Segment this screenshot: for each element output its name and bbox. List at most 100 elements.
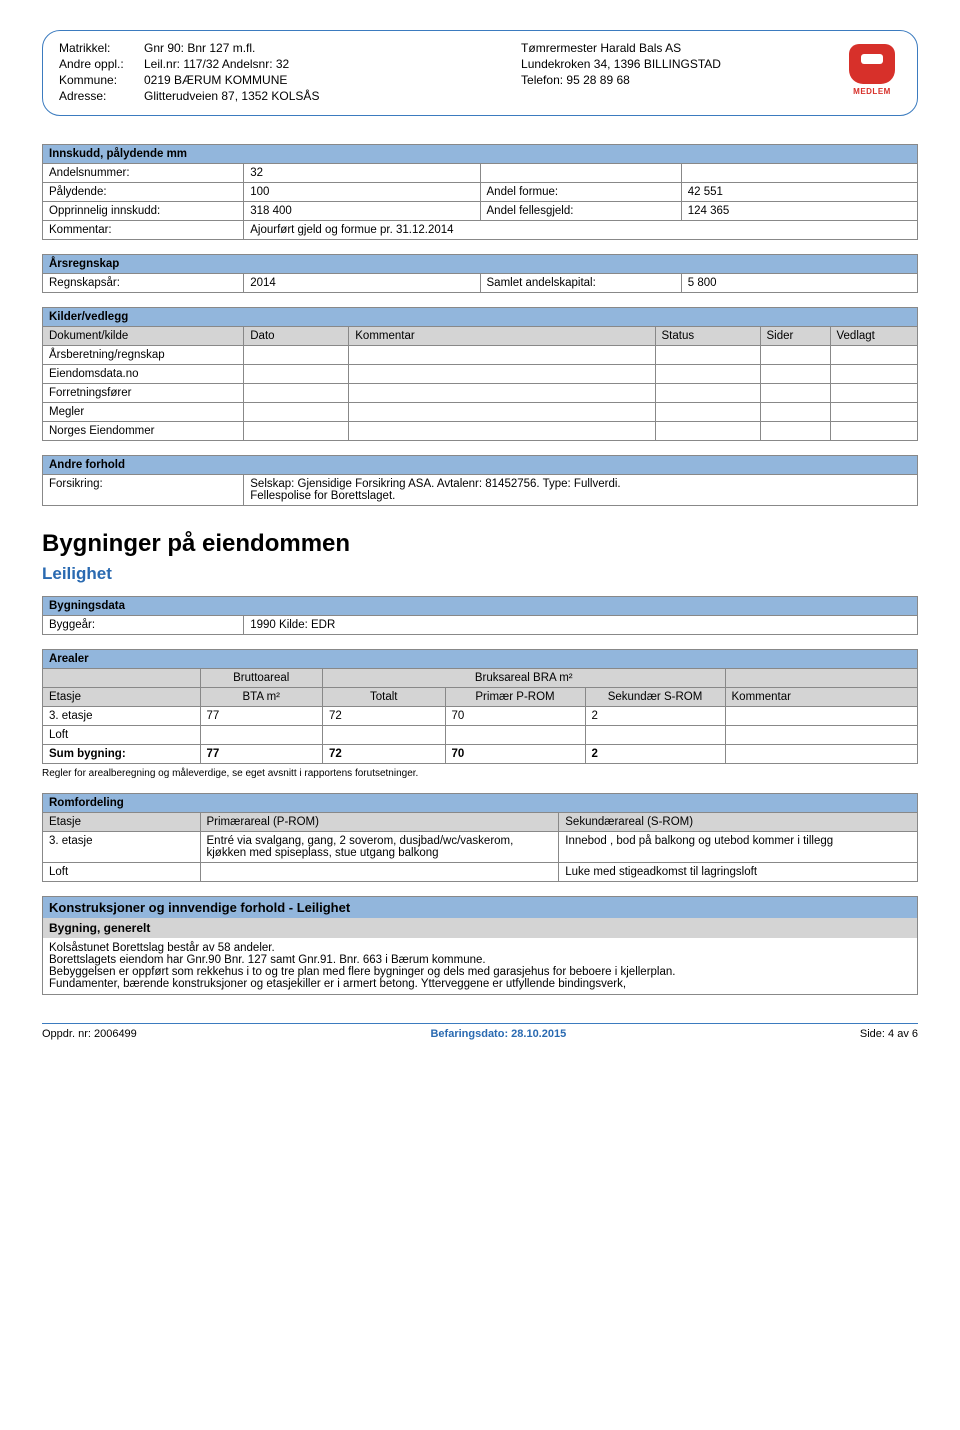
cell [725,745,918,764]
romfordeling-table: Romfordeling Etasje Primærareal (P-ROM) … [42,793,918,882]
cell: Samlet andelskapital: [480,274,681,293]
cell [585,726,725,745]
cell: 3. etasje [43,707,201,726]
col-header: Sekundær S-ROM [585,688,725,707]
sub-heading: Leilighet [42,564,918,584]
section-title: Arealer [43,650,918,669]
arealer-note: Regler for arealberegning og måleverdige… [42,768,918,779]
kilder-table: Kilder/vedlegg Dokument/kilde Dato Komme… [42,307,918,441]
col-header: Kommentar [725,688,918,707]
footer-center: Befaringsdato: 28.10.2015 [430,1028,566,1040]
andre-forhold-table: Andre forhold Forsikring: Selskap: Gjens… [42,455,918,506]
footer-right: Side: 4 av 6 [860,1028,918,1040]
cell: Regnskapsår: [43,274,244,293]
col-header: Etasje [43,813,201,832]
header-value: Gnr 90: Bnr 127 m.fl. [144,41,255,55]
header-value: Glitterudveien 87, 1352 KOLSÅS [144,89,319,103]
header-label: Andre oppl.: [59,57,144,71]
cell: Pålydende: [43,183,244,202]
cell: 70 [445,745,585,764]
col-header [43,669,201,688]
cell [445,726,585,745]
cell: 2 [585,707,725,726]
cell [725,707,918,726]
cell: Andel fellesgjeld: [480,202,681,221]
main-heading: Bygninger på eiendommen [42,530,918,558]
section-title: Andre forhold [43,456,918,475]
col-header: Status [655,327,760,346]
footer-left: Oppdr. nr: 2006499 [42,1028,137,1040]
col-header: Bruksareal BRA m² [323,669,726,688]
cell: Forretningsfører [43,384,244,403]
cell: Andel formue: [480,183,681,202]
company-address: Lundekroken 34, 1396 BILLINGSTAD [521,57,721,71]
cell: 42 551 [681,183,917,202]
logo: MEDLEM [843,41,901,99]
cell: 318 400 [244,202,480,221]
header-value: Leil.nr: 117/32 Andelsnr: 32 [144,57,289,71]
cell: Megler [43,403,244,422]
cell: 124 365 [681,202,917,221]
cell: Eiendomsdata.no [43,365,244,384]
cell: Sum bygning: [43,745,201,764]
company-name: Tømrermester Harald Bals AS [521,41,721,55]
cell: 72 [323,745,446,764]
cell: Innebod , bod på balkong og utebod komme… [559,832,918,863]
col-header: Sekundærareal (S-ROM) [559,813,918,832]
col-header: Vedlagt [830,327,918,346]
cell: 3. etasje [43,832,201,863]
col-header: Primær P-ROM [445,688,585,707]
cell: Forsikring: [43,475,244,506]
cell: Loft [43,863,201,882]
header-label: Kommune: [59,73,144,87]
col-header: Dokument/kilde [43,327,244,346]
cell: 72 [323,707,446,726]
cell: 77 [200,745,323,764]
col-header: Sider [760,327,830,346]
col-header: Totalt [323,688,446,707]
document-header: Matrikkel:Gnr 90: Bnr 127 m.fl. Andre op… [42,30,918,116]
header-value: 0219 BÆRUM KOMMUNE [144,73,287,87]
cell: Byggeår: [43,616,244,635]
col-header: BTA m² [200,688,323,707]
arsregnskap-table: Årsregnskap Regnskapsår: 2014 Samlet and… [42,254,918,293]
header-label: Matrikkel: [59,41,144,55]
header-label: Adresse: [59,89,144,103]
header-right: Tømrermester Harald Bals AS Lundekroken … [521,41,721,87]
cell: 5 800 [681,274,917,293]
col-header [725,669,918,688]
konstruksjoner-body: Kolsåstunet Borettslag består av 58 ande… [42,938,918,995]
cell: 77 [200,707,323,726]
cell [681,164,917,183]
col-header: Dato [244,327,349,346]
cell: Selskap: Gjensidige Forsikring ASA. Avta… [244,475,918,506]
cell: Loft [43,726,201,745]
cell: Entré via svalgang, gang, 2 soverom, dus… [200,832,559,863]
col-header: Etasje [43,688,201,707]
logo-text: MEDLEM [853,87,891,96]
cell: 70 [445,707,585,726]
logo-icon [849,44,895,84]
cell: 2 [585,745,725,764]
section-title: Kilder/vedlegg [43,308,918,327]
cell [323,726,446,745]
innskudd-table: Innskudd, pålydende mm Andelsnummer: 32 … [42,144,918,240]
cell: Kommentar: [43,221,244,240]
arealer-table: Arealer Bruttoareal Bruksareal BRA m² Et… [42,649,918,764]
cell: Andelsnummer: [43,164,244,183]
cell: Norges Eiendommer [43,422,244,441]
header-left: Matrikkel:Gnr 90: Bnr 127 m.fl. Andre op… [59,41,399,103]
subsection-title: Bygning, generelt [42,918,918,938]
cell: 1990 Kilde: EDR [244,616,918,635]
page-footer: Oppdr. nr: 2006499 Befaringsdato: 28.10.… [42,1023,918,1040]
section-title: Bygningsdata [43,597,918,616]
cell [725,726,918,745]
col-header: Kommentar [349,327,655,346]
cell: 2014 [244,274,480,293]
company-phone: Telefon: 95 28 89 68 [521,73,721,87]
cell [200,726,323,745]
section-title: Konstruksjoner og innvendige forhold - L… [42,896,918,918]
section-title: Romfordeling [43,794,918,813]
cell [200,863,559,882]
section-title: Årsregnskap [43,255,918,274]
